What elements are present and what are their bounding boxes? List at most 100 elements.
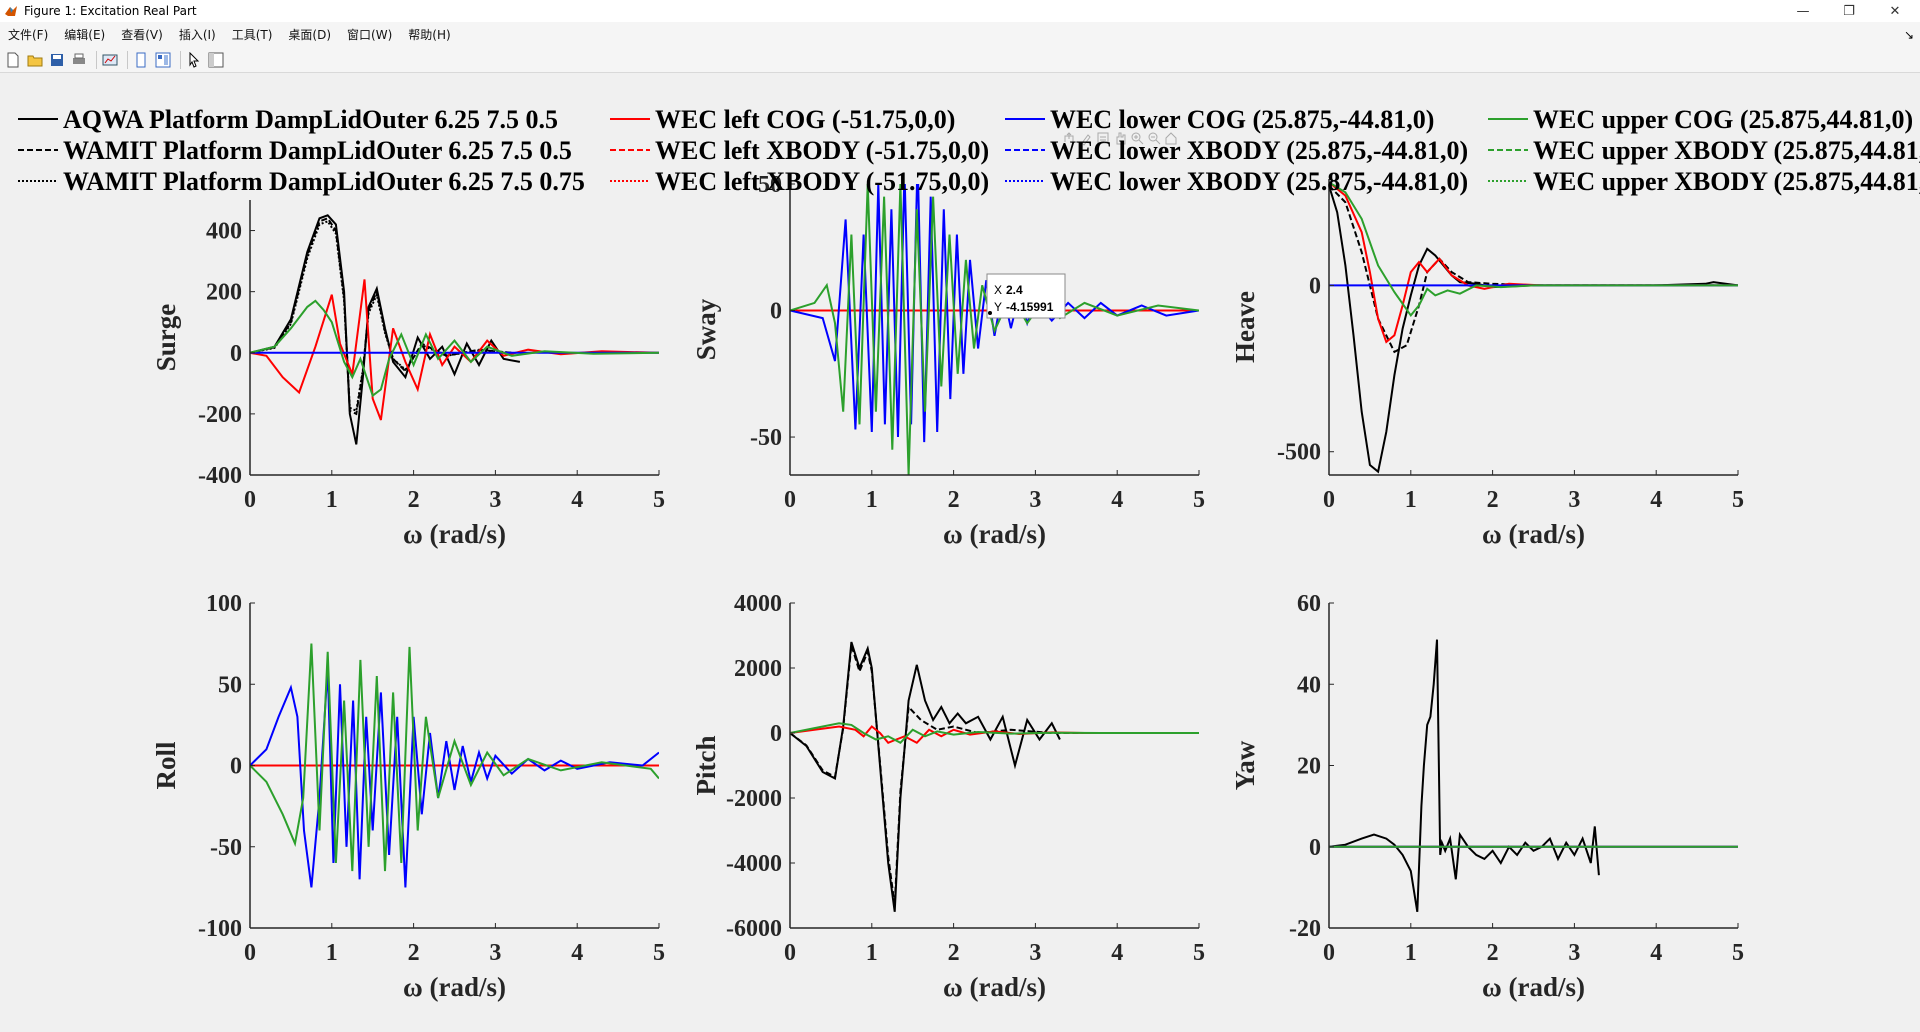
surge-aqwa-line	[250, 214, 521, 445]
legend[interactable]: AQWA Platform DampLidOuter 6.25 7.5 0.5W…	[18, 105, 1920, 196]
x-tick-label: 2	[948, 487, 960, 513]
axes-toolbar	[1062, 131, 1177, 146]
y-tick-label: 2000	[734, 656, 782, 682]
show-plot-tools-icon[interactable]	[154, 51, 172, 69]
datatip[interactable]: X 2.4 Y -4.15991	[986, 273, 1066, 319]
sway-xlabel: ω (rad/s)	[943, 519, 1046, 549]
link-plot-icon[interactable]	[101, 51, 119, 69]
legend-entry[interactable]: WEC upper XBODY (25.875,44.81,0)	[1488, 136, 1920, 165]
yaw-ylabel: Yaw	[1230, 740, 1260, 790]
y-tick-label: 50	[758, 172, 782, 198]
toolbar-separator	[180, 50, 181, 69]
y-tick-label: 0	[230, 754, 242, 780]
legend-entry[interactable]: WEC left COG (-51.75,0,0)	[610, 105, 955, 134]
x-tick-label: 1	[866, 940, 878, 966]
legend-entry[interactable]: WEC upper COG (25.875,44.81,0)	[1488, 105, 1913, 134]
yaw-series-group	[1329, 639, 1738, 912]
datatip-y-value: -4.15991	[1006, 300, 1054, 314]
x-tick-label: 5	[1732, 487, 1744, 513]
y-tick-label: -500	[1277, 440, 1321, 466]
home-icon[interactable]	[1165, 132, 1177, 145]
menu-desktop[interactable]: 桌面(D)	[288, 28, 332, 42]
new-figure-icon[interactable]	[4, 51, 22, 69]
minimize-icon[interactable]: —	[1796, 3, 1810, 19]
surge-wec-upper-line	[250, 299, 659, 398]
dock-arrow-icon[interactable]: ↘	[1903, 27, 1914, 42]
yaw-xlabel: ω (rad/s)	[1482, 972, 1585, 1002]
x-tick-label: 3	[1568, 487, 1580, 513]
roll-axes[interactable]: 0 1 2 3 4 5 -100 -50 0 50 100 ω (rad/s) Roll	[151, 591, 665, 1002]
export-icon[interactable]	[1062, 131, 1076, 145]
datatip-icon[interactable]	[1097, 132, 1109, 144]
x-tick-label: 0	[784, 940, 796, 966]
menu-tools[interactable]: 工具(T)	[231, 28, 273, 42]
menu-file[interactable]: 文件(F)	[8, 28, 49, 42]
x-tick-label: 2	[408, 940, 420, 966]
legend-entry[interactable]: WAMIT Platform DampLidOuter 6.25 7.5 0.5	[18, 136, 572, 165]
legend-entry[interactable]: WEC left XBODY (-51.75,0,0)	[610, 167, 989, 196]
legend-entry[interactable]: WEC lower XBODY (25.875,-44.81,0)	[1005, 136, 1468, 165]
x-tick-label: 0	[784, 487, 796, 513]
x-tick-label: 2	[1487, 487, 1499, 513]
pitch-xlabel: ω (rad/s)	[943, 972, 1046, 1002]
pitch-axes[interactable]: 0 1 2 3 4 5 -6000 -4000 -2000 0 2000 4000 ω (rad/s) P…	[691, 591, 1205, 1002]
y-tick-label: 100	[206, 591, 242, 617]
hide-plot-tools-icon[interactable]	[132, 51, 150, 69]
x-tick-label: 3	[1029, 487, 1041, 513]
close-icon[interactable]: ✕	[1889, 3, 1901, 19]
x-tick-label: 4	[1111, 940, 1123, 966]
x-tick-label: 5	[653, 940, 665, 966]
legend-entry[interactable]: WEC left XBODY (-51.75,0,0)	[610, 136, 989, 165]
zoom-in-icon[interactable]	[1131, 132, 1144, 145]
zoom-out-icon[interactable]	[1148, 132, 1161, 145]
datatip-x-value: 2.4	[1006, 283, 1023, 297]
pitch-ylabel: Pitch	[691, 736, 721, 796]
x-tick-label: 1	[326, 487, 338, 513]
sway-axes[interactable]: 0 1 2 3 4 5 -50 0 50 ω (rad/s) Sway	[691, 159, 1205, 549]
y-tick-label: 60	[1297, 591, 1321, 617]
surge-axes[interactable]: 0 1 2 3 4 5 -400 -200 0 200 400 ω (rad/s) Surge	[151, 200, 665, 549]
heave-xlabel: ω (rad/s)	[1482, 519, 1585, 549]
menu-window[interactable]: 窗口(W)	[347, 28, 393, 42]
sway-series-group	[790, 184, 1199, 475]
brush-icon[interactable]	[1081, 134, 1091, 146]
legend-entry[interactable]: WEC upper XBODY (25.875,44.81,0)	[1488, 167, 1920, 196]
select-arrow-icon[interactable]	[185, 51, 203, 69]
toolbar-separator	[96, 50, 97, 69]
x-tick-label: 3	[1029, 940, 1041, 966]
menu-edit[interactable]: 编辑(E)	[64, 28, 106, 42]
heave-wec-left-line	[1329, 181, 1738, 344]
y-tick-label: 200	[206, 280, 242, 306]
open-file-icon[interactable]	[26, 51, 44, 69]
x-tick-label: 5	[653, 487, 665, 513]
x-tick-label: 0	[1323, 487, 1335, 513]
x-tick-label: 4	[571, 487, 583, 513]
restore-icon[interactable]: ❐	[1843, 3, 1855, 19]
legend-entry[interactable]: WAMIT Platform DampLidOuter 6.25 7.5 0.7…	[18, 167, 585, 196]
menu-help[interactable]: 帮助(H)	[408, 28, 451, 42]
legend-label: AQWA Platform DampLidOuter 6.25 7.5 0.5	[63, 105, 558, 134]
legend-entry[interactable]: WEC lower COG (25.875,-44.81,0)	[1005, 105, 1434, 134]
x-tick-label: 3	[489, 940, 501, 966]
x-tick-label: 4	[1650, 487, 1662, 513]
heave-ylabel: Heave	[1230, 291, 1260, 363]
window-titlebar: Figure 1: Excitation Real Part — ❐ ✕	[0, 0, 1920, 22]
print-icon[interactable]	[70, 51, 88, 69]
save-icon[interactable]	[48, 51, 66, 69]
legend-entry[interactable]: AQWA Platform DampLidOuter 6.25 7.5 0.5	[18, 105, 558, 134]
pan-icon[interactable]	[1116, 132, 1126, 145]
property-inspector-icon[interactable]	[207, 51, 225, 69]
menu-insert[interactable]: 插入(I)	[178, 28, 216, 42]
yaw-aqwa-line	[1329, 639, 1600, 912]
surge-wamit-05-line	[250, 217, 512, 416]
menu-view[interactable]: 查看(V)	[121, 28, 163, 42]
legend-label: WEC left COG (-51.75,0,0)	[655, 105, 955, 134]
x-tick-label: 2	[1487, 940, 1499, 966]
y-tick-label: -400	[198, 463, 242, 489]
x-tick-label: 5	[1193, 940, 1205, 966]
legend-entry[interactable]: WEC lower XBODY (25.875,-44.81,0)	[1005, 167, 1468, 196]
x-tick-label: 4	[571, 940, 583, 966]
